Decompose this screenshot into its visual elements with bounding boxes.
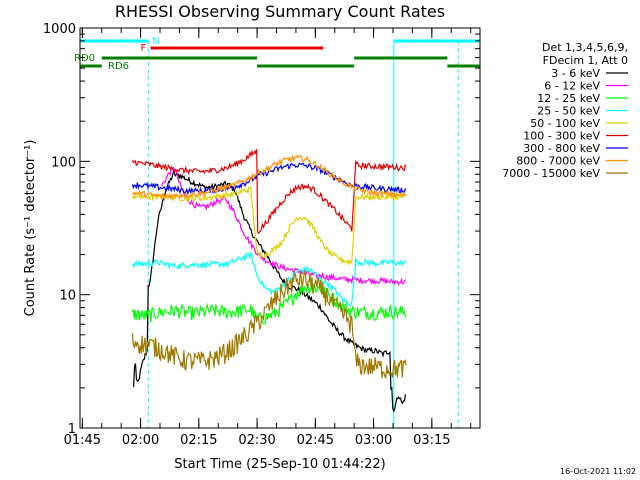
legend-label: 800 - 7000 keV <box>516 155 600 168</box>
legend-label: 300 - 800 keV <box>523 142 600 155</box>
footer-timestamp: 16-Oct-2021 11:02 <box>560 467 636 476</box>
series-line <box>132 154 407 202</box>
legend-label: 12 - 25 keV <box>537 92 600 105</box>
x-tick-label: 03:00 <box>355 433 392 448</box>
series-line <box>131 282 407 325</box>
x-tick-label: 01:45 <box>64 433 101 448</box>
x-tick-label: 02:00 <box>122 433 159 448</box>
legend-label: 6 - 12 keV <box>544 80 600 93</box>
rd0-flag-label: RD0 <box>74 53 95 64</box>
series-line <box>132 250 407 307</box>
y-tick-label: 1000 <box>43 22 76 37</box>
y-axis: 1 10 100 1000 <box>43 22 480 437</box>
y-tick-label: 100 <box>51 155 76 170</box>
legend-header: Det 1,3,4,5,6,9, <box>542 41 628 54</box>
x-tick-label: 02:15 <box>180 433 217 448</box>
legend-label: 25 - 50 keV <box>537 105 600 118</box>
series-line <box>131 186 407 267</box>
x-tick-label: 02:30 <box>238 433 275 448</box>
x-axis: 01:45 02:00 02:15 02:30 02:45 03:00 03:15 <box>64 28 472 448</box>
series-line <box>131 269 407 380</box>
series-layer <box>131 149 407 413</box>
series-line <box>131 149 407 235</box>
y-tick-label: 1 <box>68 422 76 437</box>
x-tick-label: 03:15 <box>413 433 450 448</box>
plot-frame <box>79 27 481 429</box>
legend-label: 7000 - 15000 keV <box>502 167 600 180</box>
x-tick-label: 02:45 <box>297 433 334 448</box>
series-line <box>161 166 407 287</box>
legend: Det 1,3,4,5,6,9,FDecim 1, Att 03 - 6 keV… <box>502 41 628 180</box>
legend-header: FDecim 1, Att 0 <box>543 54 628 67</box>
legend-label: 100 - 300 keV <box>523 130 600 143</box>
legend-label: 50 - 100 keV <box>530 117 600 130</box>
x-axis-label: Start Time (25-Sep-10 01:44:22) <box>174 457 385 472</box>
flare-flag-label: F <box>141 43 147 54</box>
series-line <box>133 171 406 413</box>
chart-title: RHESSI Observing Summary Count Rates <box>115 2 445 21</box>
legend-label: 3 - 6 keV <box>551 67 600 80</box>
night-flag-label: N <box>152 36 159 47</box>
rd6-flag-label: RD6 <box>108 61 129 72</box>
observing-flags: NF RD0 RD6 <box>74 36 480 428</box>
y-tick-label: 10 <box>59 289 76 304</box>
y-axis-label: Count Rate (s⁻¹ detector⁻¹) <box>23 140 38 317</box>
